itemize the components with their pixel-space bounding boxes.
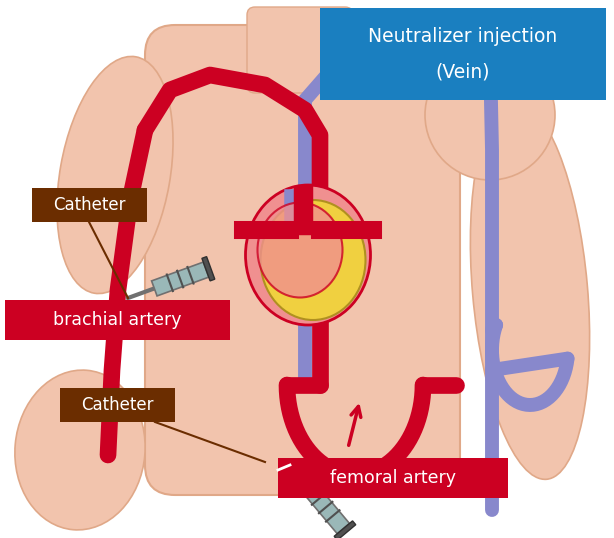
FancyBboxPatch shape	[320, 8, 606, 100]
FancyBboxPatch shape	[5, 300, 230, 340]
FancyBboxPatch shape	[247, 7, 353, 93]
Text: femoral artery: femoral artery	[330, 469, 456, 487]
Ellipse shape	[470, 101, 589, 479]
Polygon shape	[202, 257, 215, 281]
Text: (Vein): (Vein)	[436, 62, 490, 81]
Ellipse shape	[257, 202, 343, 298]
Polygon shape	[152, 262, 209, 296]
FancyBboxPatch shape	[278, 458, 508, 498]
Text: brachial artery: brachial artery	[53, 311, 181, 329]
Polygon shape	[302, 482, 349, 534]
FancyBboxPatch shape	[145, 25, 460, 495]
Text: Catheter: Catheter	[81, 396, 154, 414]
Polygon shape	[334, 521, 356, 538]
Ellipse shape	[246, 185, 370, 325]
Text: Catheter: Catheter	[53, 196, 125, 214]
Ellipse shape	[425, 50, 555, 180]
Ellipse shape	[15, 370, 145, 530]
FancyBboxPatch shape	[60, 388, 175, 422]
Ellipse shape	[57, 56, 173, 294]
Text: Neutralizer injection: Neutralizer injection	[368, 26, 558, 46]
FancyBboxPatch shape	[32, 188, 147, 222]
Ellipse shape	[260, 200, 365, 320]
